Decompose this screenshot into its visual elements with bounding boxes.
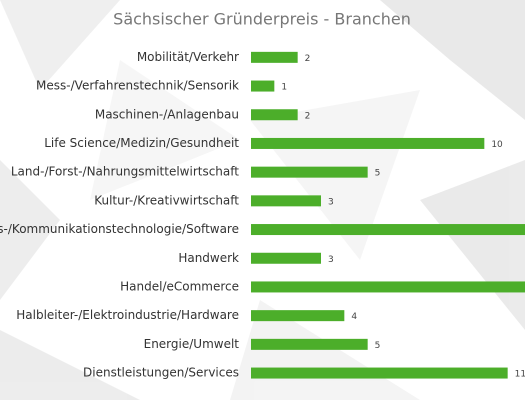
value-label: 3 [328,255,334,265]
value-label: 4 [351,312,357,322]
chart-title: Sächsischer Gründerpreis - Branchen [113,10,411,29]
value-label: 1 [281,83,287,93]
category-label: Mess-/Verfahrenstechnik/Sensorik [36,79,239,93]
bar [251,310,345,322]
value-label: 2 [305,54,311,64]
bar [251,51,298,63]
value-label: 2 [305,111,311,121]
category-label: Mobilität/Verkehr [137,50,239,64]
category-label: Land-/Forst-/Nahrungsmittelwirtschaft [11,165,239,179]
value-label: 5 [375,169,381,179]
value-label: 5 [375,341,381,351]
category-label: Halbleiter-/Elektroindustrie/Hardware [16,308,239,322]
value-label: 11 [515,370,525,380]
category-label: Dienstleistungen/Services [83,366,239,380]
category-label: Informations-/Kommunikationstechnologie/… [0,222,239,236]
bar [251,195,321,207]
value-label: 10 [491,140,503,150]
bar [251,281,525,293]
bar [251,252,321,264]
bar [251,80,275,92]
bar [251,224,525,236]
category-label: Life Science/Medizin/Gesundheit [44,136,239,150]
category-label: Energie/Umwelt [144,337,240,351]
value-label: 3 [328,197,334,207]
bar [251,367,508,379]
category-label: Maschinen-/Anlagenbau [95,107,239,121]
category-label: Kultur-/Kreativwirtschaft [94,193,239,207]
bar [251,338,368,350]
category-label: Handel/eCommerce [120,279,239,293]
bar [251,166,368,178]
category-label: Handwerk [178,251,239,265]
bar [251,137,485,149]
bar [251,109,298,121]
